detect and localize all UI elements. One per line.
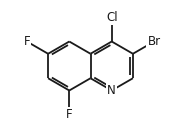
Text: Cl: Cl: [106, 11, 117, 23]
Text: F: F: [24, 35, 30, 48]
Text: N: N: [107, 84, 116, 97]
Text: F: F: [66, 109, 73, 121]
Text: Br: Br: [148, 35, 161, 48]
